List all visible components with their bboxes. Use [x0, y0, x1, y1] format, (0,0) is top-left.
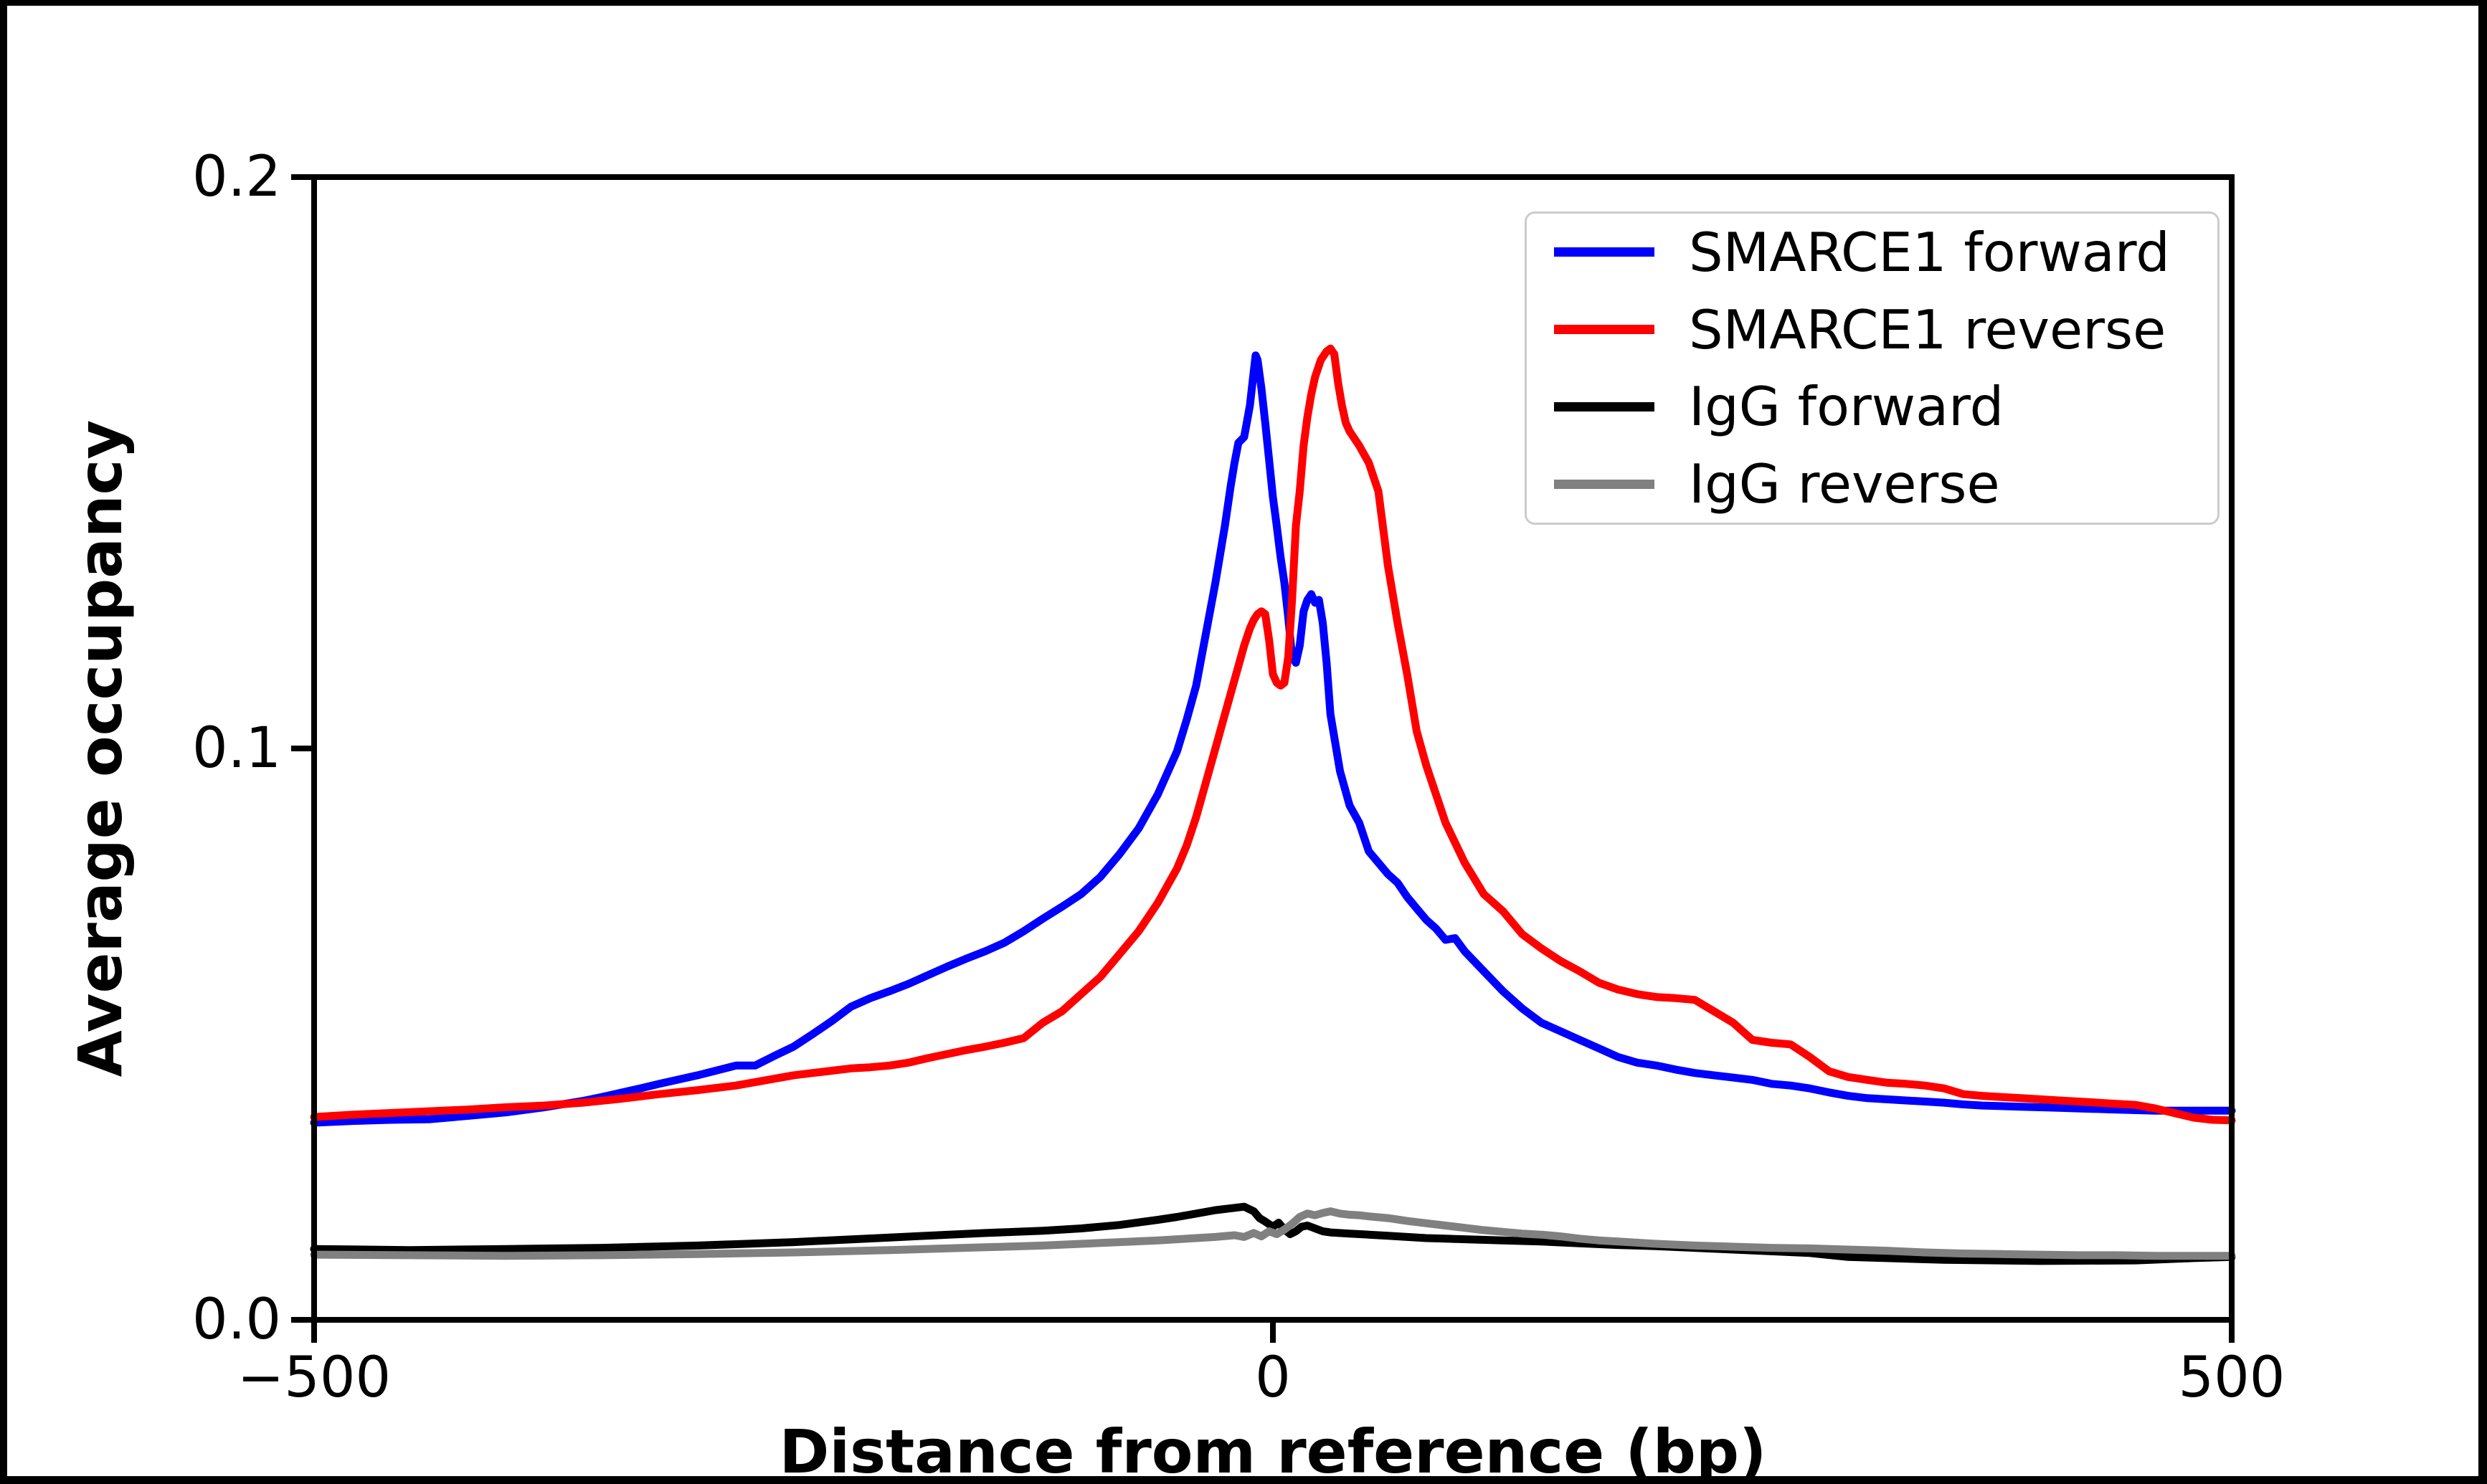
xtick-label-minus500: −500	[237, 1346, 392, 1410]
legend-line-sample-black-icon	[1554, 401, 1654, 412]
legend-label: SMARCE1 forward	[1689, 220, 2170, 284]
legend-line-sample-red-icon	[1554, 325, 1654, 335]
tick-marks	[291, 174, 2235, 1343]
legend-entry-smarce1-forward: SMARCE1 forward	[1527, 215, 2217, 290]
series-line-igg-reverse	[310, 1207, 2236, 1260]
y-axis-title: Average occupancy	[65, 419, 136, 1078]
xtick-label-500: 500	[2178, 1346, 2285, 1410]
image-frame-top	[0, 0, 2487, 6]
ytick-label-0.0: 0.0	[191, 1288, 281, 1352]
legend-entry-smarce1-reverse: SMARCE1 reverse	[1527, 292, 2217, 367]
legend-line-sample-blue-icon	[1554, 247, 1654, 257]
image-frame-bottom	[0, 1476, 2487, 1484]
series-line-smarce1-forward	[310, 351, 2236, 1127]
ytick-label-0.1: 0.1	[191, 716, 281, 781]
series-lines	[310, 344, 2236, 1265]
x-axis-title: Distance from reference (bp)	[779, 1417, 1767, 1484]
ytick-label-0.2: 0.2	[191, 145, 281, 209]
legend-entry-igg-reverse: IgG reverse	[1527, 447, 2217, 521]
image-frame-left	[0, 0, 7, 1484]
legend-entry-igg-forward: IgG forward	[1527, 369, 2217, 444]
legend-label: SMARCE1 reverse	[1689, 298, 2166, 361]
legend-label: IgG reverse	[1689, 452, 2000, 516]
series-line-smarce1-reverse	[310, 344, 2236, 1125]
image-frame-right	[2478, 0, 2487, 1484]
legend-box: SMARCE1 forward SMARCE1 reverse IgG forw…	[1525, 211, 2220, 525]
legend-label: IgG forward	[1689, 375, 2004, 439]
xtick-label-0: 0	[1255, 1346, 1291, 1410]
legend-line-sample-gray-icon	[1554, 479, 1654, 489]
